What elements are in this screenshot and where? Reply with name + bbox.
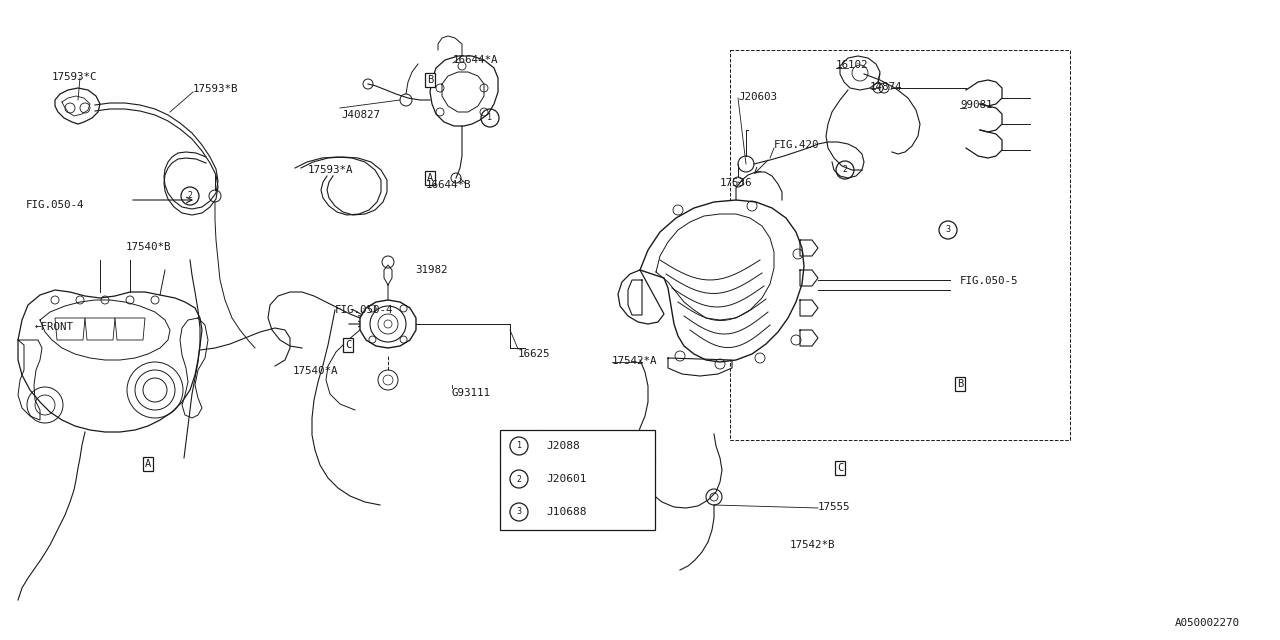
Text: 14874: 14874 <box>870 82 902 92</box>
Text: 2: 2 <box>187 191 192 200</box>
Text: 1: 1 <box>517 442 521 451</box>
Polygon shape <box>115 318 145 340</box>
Text: 16102: 16102 <box>836 60 869 70</box>
Text: 99081: 99081 <box>960 100 992 110</box>
Text: 16644*A: 16644*A <box>453 55 498 65</box>
Text: J40827: J40827 <box>340 110 380 120</box>
Text: ←FRONT: ←FRONT <box>35 322 74 332</box>
Polygon shape <box>55 318 84 340</box>
Text: 17593*A: 17593*A <box>308 165 353 175</box>
Text: J20601: J20601 <box>547 474 586 484</box>
Text: J20603: J20603 <box>739 92 777 102</box>
Text: B: B <box>957 379 963 389</box>
Text: 17542*A: 17542*A <box>612 356 658 366</box>
Text: 2: 2 <box>517 474 521 483</box>
Text: A: A <box>426 173 433 183</box>
Polygon shape <box>430 56 498 126</box>
Text: FIG.050-4: FIG.050-4 <box>335 305 393 315</box>
Text: J2088: J2088 <box>547 441 580 451</box>
Text: 17555: 17555 <box>818 502 850 512</box>
Polygon shape <box>360 300 416 348</box>
Text: A: A <box>145 459 151 469</box>
Text: J10688: J10688 <box>547 507 586 517</box>
Text: FIG.050-5: FIG.050-5 <box>960 276 1019 286</box>
Text: 3: 3 <box>946 225 951 234</box>
Text: 1: 1 <box>488 113 493 122</box>
Text: 17593*C: 17593*C <box>52 72 97 82</box>
Text: 17540*B: 17540*B <box>125 242 172 252</box>
Polygon shape <box>640 200 804 362</box>
Text: FIG.050-4: FIG.050-4 <box>26 200 84 210</box>
Text: 2: 2 <box>842 166 847 175</box>
Text: C: C <box>344 340 351 350</box>
Text: FIG.420: FIG.420 <box>774 140 819 150</box>
Text: 31982: 31982 <box>415 265 448 275</box>
Text: 3: 3 <box>517 508 521 516</box>
Polygon shape <box>55 88 100 124</box>
Text: 17540*A: 17540*A <box>293 366 338 376</box>
Text: G93111: G93111 <box>452 388 492 398</box>
Polygon shape <box>84 318 115 340</box>
Polygon shape <box>18 290 202 432</box>
Text: 16625: 16625 <box>518 349 550 359</box>
Bar <box>500 430 655 530</box>
Text: C: C <box>837 463 844 473</box>
Polygon shape <box>840 56 881 90</box>
Text: A050002270: A050002270 <box>1175 618 1240 628</box>
Text: 17542*B: 17542*B <box>790 540 836 550</box>
Text: B: B <box>426 75 433 85</box>
Text: 16644*B: 16644*B <box>426 180 471 190</box>
Text: 17536: 17536 <box>719 178 753 188</box>
Text: 17593*B: 17593*B <box>193 84 238 94</box>
